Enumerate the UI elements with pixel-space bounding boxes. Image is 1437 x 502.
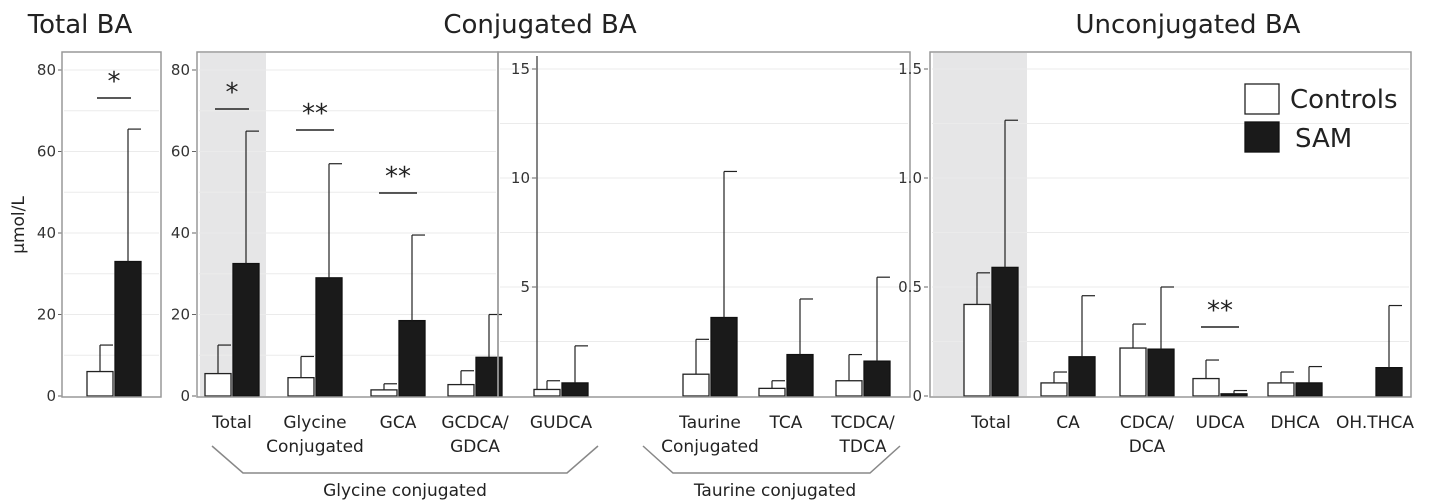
category-label: DHCA xyxy=(1270,413,1320,433)
controls-bar xyxy=(287,377,315,397)
category-label: TCA xyxy=(769,413,803,433)
controls-bar xyxy=(447,383,475,397)
controls-bar xyxy=(963,303,991,397)
sam-bar xyxy=(1375,367,1403,397)
panel-frame xyxy=(61,51,162,398)
significance-label: * xyxy=(108,67,121,97)
unconjugated-ba-title: Unconjugated BA xyxy=(1076,10,1301,40)
controls-bar xyxy=(1192,377,1220,397)
category-label: DCA xyxy=(1129,437,1166,457)
category-label: Total xyxy=(211,413,252,433)
controls-bar xyxy=(758,387,786,397)
y-tick-label: 0 xyxy=(46,387,56,405)
significance-label: * xyxy=(226,78,239,108)
y-tick-label: 0 xyxy=(912,387,922,405)
category-label: GUDCA xyxy=(530,413,593,433)
category-label: Taurine xyxy=(678,413,741,433)
y-tick-label: 1.5 xyxy=(898,60,922,78)
y-tick-label: 1.0 xyxy=(898,169,922,187)
sam-bar xyxy=(786,353,814,397)
controls-bar xyxy=(1119,347,1147,397)
sam-bar xyxy=(1068,356,1096,397)
category-label: CA xyxy=(1056,413,1080,433)
y-tick-label: 80 xyxy=(171,61,190,79)
category-label: GCDCA/ xyxy=(441,413,509,433)
y-tick-label: 60 xyxy=(37,143,56,161)
legend-controls-swatch xyxy=(1244,83,1280,115)
controls-bar xyxy=(533,388,561,397)
category-label: CDCA/ xyxy=(1120,413,1174,433)
category-label: TCDCA/ xyxy=(830,413,895,433)
y-tick-label: 40 xyxy=(37,224,56,242)
y-tick-label: 60 xyxy=(171,143,190,161)
y-tick-label: 20 xyxy=(171,306,190,324)
category-label: GDCA xyxy=(450,437,500,457)
sam-bar xyxy=(561,382,589,397)
category-label: Conjugated xyxy=(661,437,759,457)
legend: Controls SAM xyxy=(1244,83,1398,154)
significance-label: ** xyxy=(302,99,328,129)
panel-frame xyxy=(497,51,911,398)
controls-bar xyxy=(1267,382,1295,397)
y-tick-label: 0.5 xyxy=(898,278,922,296)
sam-bar xyxy=(1147,348,1175,397)
y-tick-label: 15 xyxy=(511,60,530,78)
controls-bar xyxy=(682,373,710,397)
conjugated-ba-title: Conjugated BA xyxy=(443,10,636,40)
y-tick-label: 0 xyxy=(180,387,190,405)
panel-frame xyxy=(929,51,1412,398)
legend-sam-swatch xyxy=(1244,121,1280,153)
y-tick-label: 10 xyxy=(511,169,530,187)
y-tick-label: 20 xyxy=(37,306,56,324)
sam-bar xyxy=(1295,382,1323,397)
taurine-group-label: Taurine conjugated xyxy=(693,481,856,501)
significance-label: ** xyxy=(385,162,411,192)
total-ba-title: Total BA xyxy=(27,10,133,40)
sam-bar xyxy=(863,360,891,397)
taurine-bracket xyxy=(642,445,901,474)
legend-sam-label: SAM xyxy=(1295,124,1352,154)
y-tick-label: 5 xyxy=(520,278,530,296)
sam-bar xyxy=(398,319,426,397)
sam-bar xyxy=(315,277,343,397)
controls-bar xyxy=(835,380,863,397)
controls-bar xyxy=(86,370,114,397)
sam-bar xyxy=(114,260,142,397)
sam-bar xyxy=(232,262,260,397)
category-label: TDCA xyxy=(839,437,887,457)
y-tick-label: 40 xyxy=(171,224,190,242)
category-label: GCA xyxy=(380,413,417,433)
sam-bar xyxy=(991,266,1019,397)
category-label: OH.THCA xyxy=(1336,413,1414,433)
glycine-group-label: Glycine conjugated xyxy=(323,481,487,501)
y-tick-label: 80 xyxy=(37,61,56,79)
category-label: Total xyxy=(970,413,1011,433)
sam-bar xyxy=(1220,393,1248,397)
y-axis-label: µmol/L xyxy=(9,196,29,254)
sam-bar xyxy=(710,316,738,397)
controls-bar xyxy=(370,389,398,397)
glycine-bracket xyxy=(211,445,599,474)
controls-bar xyxy=(204,372,232,397)
panels-layer: 0 20 40 60 80 * 0 20 40 60 80 Total * Glycine Conjugat… xyxy=(37,51,1414,457)
legend-controls-label: Controls xyxy=(1290,85,1398,115)
category-label: UDCA xyxy=(1195,413,1244,433)
significance-label: ** xyxy=(1207,296,1233,326)
category-label: Conjugated xyxy=(266,437,364,457)
category-label: Glycine xyxy=(283,413,346,433)
controls-bar xyxy=(1040,382,1068,397)
